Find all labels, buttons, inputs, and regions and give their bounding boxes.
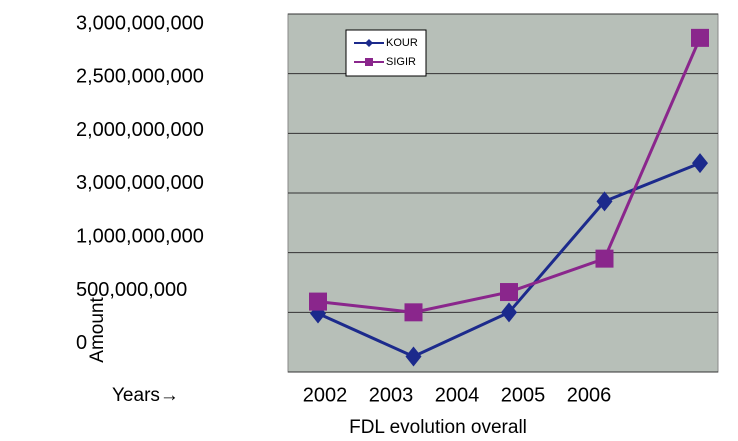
marker (500, 283, 518, 302)
y-tick-label: 2,500,000,000 (76, 66, 204, 88)
y-tick-label: 2,000,000,000 (76, 119, 204, 141)
marker (692, 153, 708, 174)
y-tick-label: 3,000,000,000 (76, 172, 204, 194)
legend: KOUR SIGIR (345, 29, 427, 77)
legend-marker (365, 39, 373, 47)
marker (404, 303, 423, 322)
x-tick-label: 2004 (435, 384, 480, 406)
marker (595, 249, 614, 268)
legend-box (345, 29, 427, 77)
y-tick-label: 0 (76, 332, 87, 354)
x-tick-label: 2003 (369, 384, 414, 406)
x-tick-label: 2002 (303, 384, 348, 406)
marker (309, 292, 327, 311)
marker (596, 191, 613, 212)
y-tick-label: 3,000,000,000 (76, 12, 204, 34)
legend-marker (365, 58, 373, 66)
legend-label: KOUR (386, 37, 418, 49)
x-tick-label: 2006 (567, 384, 612, 406)
legend-label: SIGIR (386, 56, 416, 68)
y-tick-label: 500,000,000 (76, 279, 187, 301)
y-tick-label: 1,000,000,000 (76, 225, 204, 247)
y-axis-label: Amount (87, 297, 108, 363)
marker (691, 28, 709, 47)
x-prefix: Years→ (112, 385, 179, 406)
marker (501, 302, 517, 323)
x-tick-label: 2005 (501, 384, 546, 406)
marker (405, 346, 422, 367)
x-axis-label: FDL evolution overall (349, 417, 527, 438)
